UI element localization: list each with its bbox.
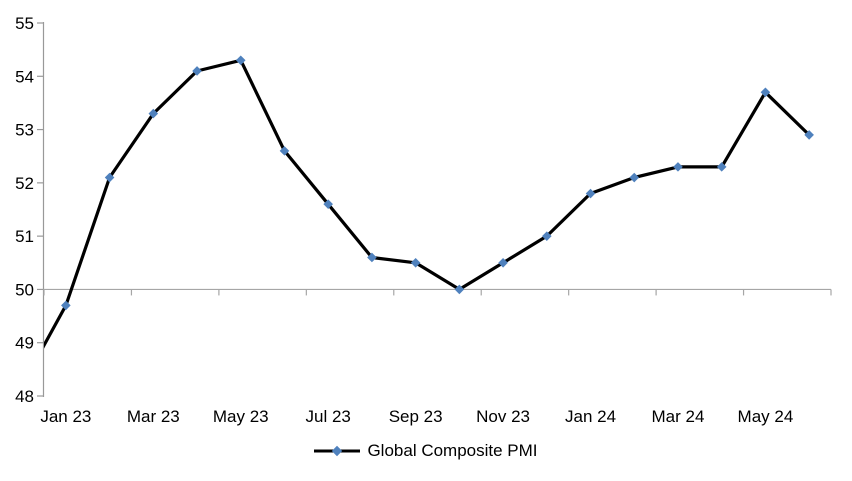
x-tick-label: Jan 24	[565, 407, 616, 426]
x-tick-label: Mar 23	[127, 407, 180, 426]
y-tick-label: 50	[15, 280, 34, 299]
data-point-marker	[367, 252, 377, 263]
x-tick-label: Sep 23	[389, 407, 443, 426]
data-point-marker	[454, 284, 465, 295]
data-point-marker	[673, 162, 683, 172]
data-point-marker	[542, 231, 552, 241]
x-tick-label: May 23	[213, 407, 269, 426]
y-tick-label: 55	[15, 14, 34, 33]
data-point-marker	[804, 130, 814, 140]
x-tick-label: Jan 23	[40, 407, 91, 426]
x-tick-label: May 24	[738, 407, 794, 426]
y-tick-label: 53	[15, 121, 34, 140]
data-point-marker	[148, 108, 159, 119]
x-tick-label: Jul 23	[306, 407, 351, 426]
y-tick-label: 49	[15, 334, 34, 353]
legend-line-marker-icon	[314, 445, 361, 457]
data-point-marker	[585, 188, 596, 199]
data-point-marker	[629, 172, 640, 183]
data-point-marker	[61, 300, 71, 311]
chart-plot-area: 48 49 50 51 52 53 54 55 Jan 23 Mar 23 May 23 Jul 23…	[15, 14, 832, 426]
data-point-marker	[323, 199, 333, 209]
data-point-marker	[279, 146, 290, 156]
data-point-marker	[716, 162, 727, 172]
y-tick-label: 48	[15, 387, 34, 406]
pmi-series-line	[44, 58, 811, 349]
data-point-marker	[235, 55, 246, 66]
data-point-marker	[192, 66, 202, 76]
y-tick-label: 54	[15, 67, 34, 86]
x-tick-label: Mar 24	[652, 407, 705, 426]
x-tick-label: Nov 23	[476, 407, 530, 426]
y-tick-label: 52	[15, 174, 34, 193]
data-point-marker	[498, 257, 508, 268]
data-point-marker	[104, 172, 115, 183]
data-point-marker	[760, 87, 771, 98]
legend-series-label: Global Composite PMI	[367, 441, 538, 460]
chart-legend: Global Composite PMI	[0, 438, 852, 464]
data-point-marker	[410, 257, 421, 268]
y-tick-label: 51	[15, 227, 34, 246]
